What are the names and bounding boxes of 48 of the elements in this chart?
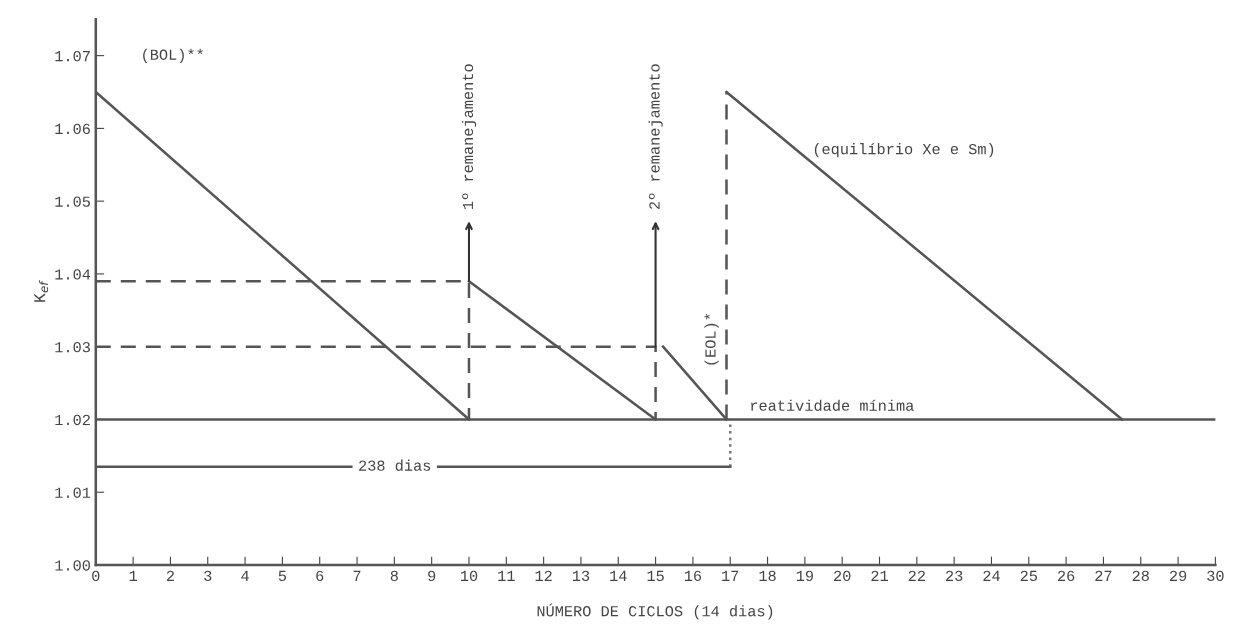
x-tick-label: 15 [647, 570, 664, 582]
x-tick-label: 20 [834, 570, 851, 582]
x-tick-label: 22 [908, 570, 925, 581]
annotation: 1º remanejamento [461, 64, 477, 209]
x-tick-label: 14 [610, 570, 627, 581]
y-tick-label: 1.07 [55, 50, 90, 62]
ref-line-label: reatividade mínima [751, 399, 914, 411]
x-tick-label: 13 [572, 570, 590, 582]
x-tick-label: 11 [498, 570, 515, 581]
x-tick-label: 27 [1095, 570, 1112, 581]
x-tick-label: 17 [722, 570, 739, 581]
y-tick-label: 1.00 [55, 560, 90, 571]
x-tick-label: 12 [535, 570, 552, 581]
y-tick-label: 1.01 [55, 487, 91, 498]
x-tick-label: 18 [759, 570, 776, 582]
x-tick-label: 1 [129, 570, 137, 581]
x-tick-label: 9 [428, 570, 436, 582]
y-tick-label: 1.02 [55, 414, 90, 426]
x-tick-label: 4 [241, 570, 249, 581]
x-tick-label: 7 [353, 570, 361, 581]
x-tick-label: 25 [1020, 570, 1037, 582]
annotation: 2º remanejamento [648, 64, 663, 209]
x-tick-label: 8 [390, 570, 398, 582]
x-tick-label: 3 [204, 570, 212, 582]
x-tick-label: 29 [1169, 570, 1187, 582]
x-tick-label: 19 [796, 570, 813, 582]
y-tick-label: 1.05 [55, 196, 90, 207]
y-axis-title: K$_{ef}$ [34, 280, 49, 302]
x-tick-label: 28 [1132, 570, 1149, 582]
x-tick-label: 26 [1058, 570, 1075, 582]
x-tick-label: 30 [1207, 570, 1224, 582]
x-tick-label: 2 [166, 570, 174, 581]
y-tick-label: 1.04 [55, 269, 91, 280]
annotation: (BOL)** [143, 48, 203, 63]
x-tick-label: 0 [92, 570, 100, 582]
x-axis-title: NÚMERO DE CICLOS (14 dias) [537, 603, 773, 620]
x-tick-label: 16 [684, 570, 702, 582]
x-tick-label: 23 [946, 570, 963, 582]
y-tick-label: 1.03 [55, 342, 90, 353]
x-tick-label: 5 [278, 570, 286, 582]
x-tick-label: 6 [316, 570, 324, 582]
x-tick-label: 21 [871, 570, 888, 581]
annotation: (equilíbrio Xe e Sm) [814, 143, 994, 158]
x-tick-label: 10 [460, 570, 478, 582]
annotation: 238 dias [359, 459, 431, 471]
annotation: (EOL)* [704, 313, 719, 365]
y-tick-label: 1.06 [55, 123, 90, 135]
x-tick-label: 24 [983, 570, 1000, 581]
